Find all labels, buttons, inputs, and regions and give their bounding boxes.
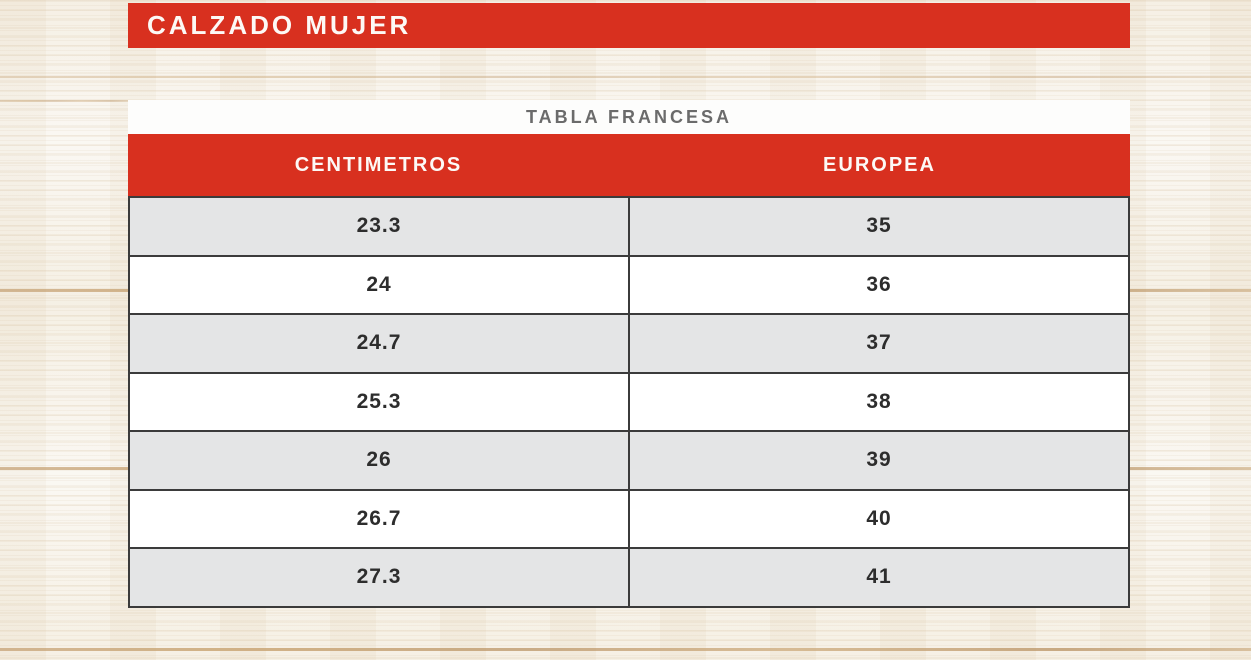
table-row: 25.3 38	[130, 371, 1128, 430]
table-cell: 25.3	[130, 373, 630, 430]
table-cell: 26.7	[130, 490, 630, 547]
table-cell: 23.3	[130, 198, 630, 255]
table-cell: 39	[866, 448, 892, 472]
table-cell: 24.7	[130, 315, 630, 372]
plank-seam-line	[0, 648, 1251, 651]
table-row: 27.3 41	[130, 547, 1128, 606]
column-header-centimetros: CENTIMETROS	[294, 153, 463, 176]
table-cell: 40	[866, 506, 892, 530]
table-cell: 41	[866, 565, 892, 589]
table-row: 24 36	[130, 254, 1128, 313]
table-title-band: TABLA FRANCESA	[128, 100, 1130, 134]
table-row: 24.7 37	[130, 313, 1128, 372]
column-header-europea: EUROPEA	[823, 153, 936, 176]
table-cell: 37	[866, 331, 892, 355]
table-body: 23.3 35 24 36 24.7 37 25.3 38 26 39 26.7 40 27.3 41	[128, 196, 1130, 608]
table-cell: 26	[130, 432, 630, 489]
table-title: TABLA FRANCESA	[526, 106, 732, 127]
section-banner-title: CALZADO MUJER	[147, 10, 412, 40]
table-header-row: CENTIMETROS EUROPEA	[128, 134, 1130, 196]
plank-seam-line	[0, 76, 1251, 78]
table-cell: 27.3	[130, 549, 630, 606]
table-row: 23.3 35	[130, 198, 1128, 255]
plank-seam-line	[0, 100, 130, 102]
table-cell: 35	[866, 214, 892, 238]
table-row: 26 39	[130, 430, 1128, 489]
table-row: 26.7 40	[130, 488, 1128, 547]
table-cell: 24	[130, 256, 630, 313]
section-banner: CALZADO MUJER	[128, 3, 1130, 48]
size-conversion-table: TABLA FRANCESA CENTIMETROS EUROPEA 23.3 3…	[128, 100, 1130, 608]
table-cell: 38	[866, 389, 892, 413]
table-cell: 36	[866, 272, 892, 296]
